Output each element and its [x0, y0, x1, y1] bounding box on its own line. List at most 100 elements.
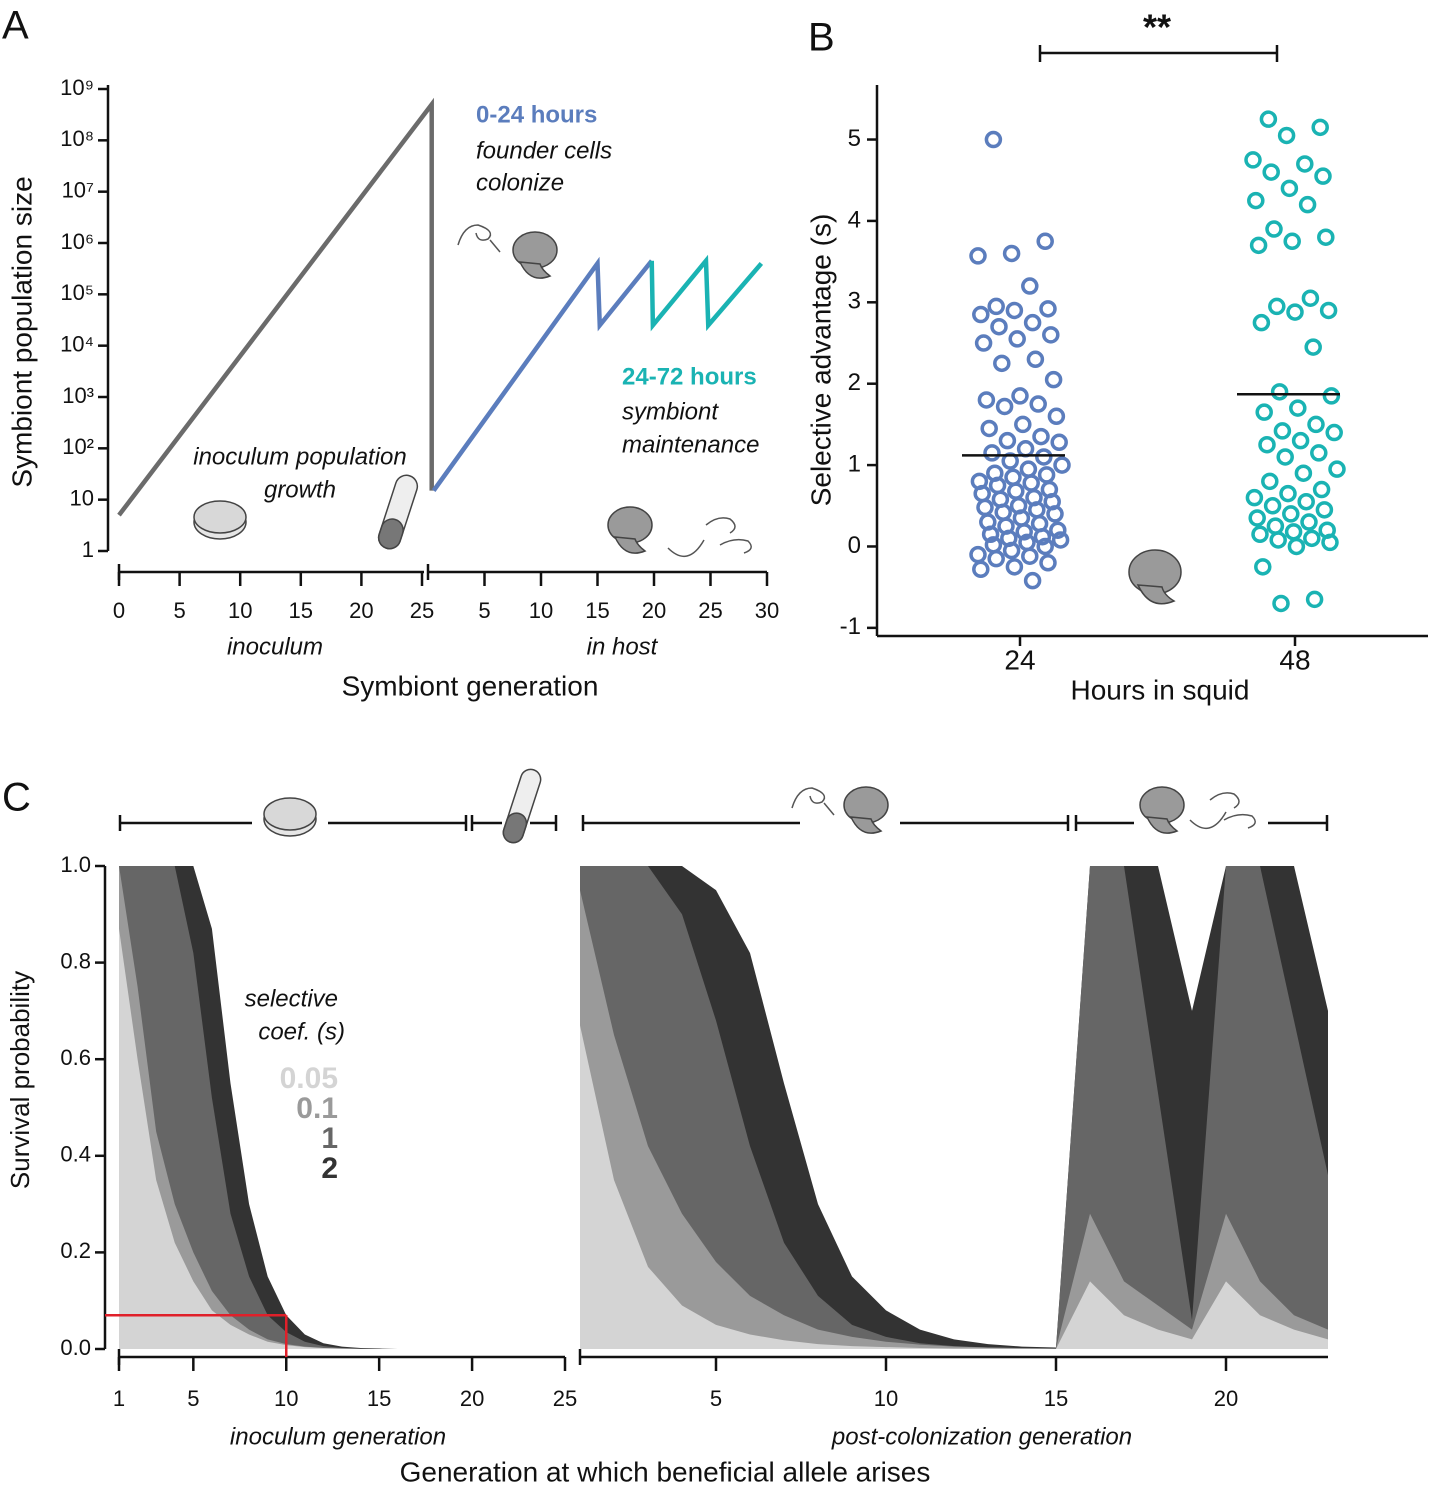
- x-tick-label: 5: [478, 598, 490, 623]
- y-tick-label: 10⁶: [60, 229, 94, 254]
- x-tick-label: 10: [228, 598, 252, 623]
- x-tick-label: 10: [274, 1386, 298, 1411]
- y-tick-label: 10⁵: [60, 280, 94, 305]
- point: [1245, 488, 1264, 507]
- point: [974, 334, 993, 352]
- annotation: colonize: [476, 169, 564, 196]
- point: [983, 444, 1001, 462]
- point: [1039, 554, 1057, 572]
- y-tick-label: 1: [82, 537, 94, 562]
- test-tube-icon: [377, 474, 542, 844]
- point: [1004, 468, 1022, 487]
- annotation: growth: [264, 476, 336, 503]
- point: [1307, 415, 1325, 434]
- point: [1050, 433, 1068, 452]
- x-tick-label: 20: [1214, 1386, 1238, 1411]
- point: [1033, 527, 1052, 546]
- y-tick-label: 10⁸: [60, 126, 94, 151]
- x-tick-label: 15: [367, 1386, 391, 1411]
- x-tick-label: 20: [460, 1386, 484, 1411]
- y-axis-label: Selective advantage (s): [805, 214, 836, 507]
- point: [1244, 151, 1262, 169]
- point: [1287, 537, 1306, 556]
- point: [1321, 533, 1339, 552]
- area: [119, 866, 565, 1349]
- point: [1311, 118, 1329, 137]
- y-tick-label: 2: [848, 369, 861, 396]
- point: [1298, 195, 1317, 214]
- area: [580, 1025, 1328, 1349]
- point: [1016, 440, 1035, 458]
- point: [1005, 558, 1024, 576]
- y-tick-label: 0.0: [60, 1335, 91, 1360]
- point: [1254, 558, 1272, 576]
- point: [1262, 163, 1280, 181]
- point: [1269, 531, 1287, 549]
- y-tick-label: 0.2: [60, 1238, 91, 1263]
- legend-entry: 0.05: [280, 1062, 338, 1095]
- point: [1314, 167, 1332, 185]
- segment-label: inoculum: [227, 633, 323, 660]
- point: [1029, 395, 1047, 413]
- point: [1325, 423, 1343, 442]
- point: [1312, 480, 1331, 499]
- legend-title: selective: [245, 985, 338, 1012]
- bacteria-icon: [457, 224, 1256, 829]
- point: [1021, 547, 1039, 565]
- y-tick-label: 10⁴: [60, 331, 94, 356]
- point: [1279, 484, 1297, 503]
- x-axis-label: Hours in squid: [1071, 674, 1250, 705]
- point: [1303, 529, 1321, 548]
- y-tick-label: 10⁷: [62, 177, 94, 202]
- point: [1019, 460, 1038, 478]
- point: [1252, 313, 1271, 332]
- y-tick-label: 5: [848, 125, 861, 152]
- x-tick-label: 5: [187, 1386, 199, 1411]
- x-tick-label: 25: [553, 1386, 577, 1411]
- point: [1268, 297, 1286, 316]
- legend-title: coef. (s): [258, 1018, 345, 1045]
- point: [1002, 244, 1021, 263]
- point: [993, 354, 1011, 373]
- y-tick-label: 0.6: [60, 1045, 91, 1070]
- x-tick-label: 10: [874, 1386, 898, 1411]
- y-tick-label: 4: [848, 206, 861, 233]
- annotation: inoculum population: [193, 443, 406, 470]
- point: [1247, 191, 1265, 210]
- segment-label: inoculum generation: [230, 1423, 446, 1450]
- y-tick-label: 1.0: [60, 852, 91, 877]
- point: [1280, 179, 1299, 198]
- point: [1284, 523, 1303, 541]
- point: [1276, 448, 1294, 466]
- point: [1008, 330, 1026, 348]
- point: [1039, 300, 1057, 318]
- point: [969, 247, 987, 265]
- point: [981, 525, 1000, 544]
- point: [1273, 422, 1292, 440]
- y-tick-label: 10³: [62, 383, 94, 408]
- point: [980, 419, 998, 438]
- legend-entry: 1: [321, 1122, 338, 1155]
- annotation: symbiont: [622, 398, 719, 425]
- point: [1258, 435, 1276, 454]
- x-tick-label: 30: [755, 598, 779, 623]
- point: [1305, 590, 1324, 609]
- point: [1255, 403, 1273, 421]
- point: [1259, 110, 1278, 128]
- point: [1265, 220, 1283, 238]
- x-axis-label: Generation at which beneficial allele ar…: [400, 1456, 931, 1487]
- point: [1005, 301, 1024, 320]
- point: [998, 431, 1017, 450]
- point: [1035, 448, 1053, 466]
- point: [1026, 350, 1045, 369]
- point: [1001, 452, 1019, 470]
- point: [1251, 525, 1269, 544]
- point: [1002, 541, 1021, 560]
- x-tick-label: 20: [349, 598, 373, 623]
- point: [1036, 232, 1054, 251]
- point: [1294, 464, 1313, 482]
- point: [1301, 289, 1320, 307]
- annotation: 0-24 hours: [476, 101, 597, 128]
- point: [972, 560, 990, 579]
